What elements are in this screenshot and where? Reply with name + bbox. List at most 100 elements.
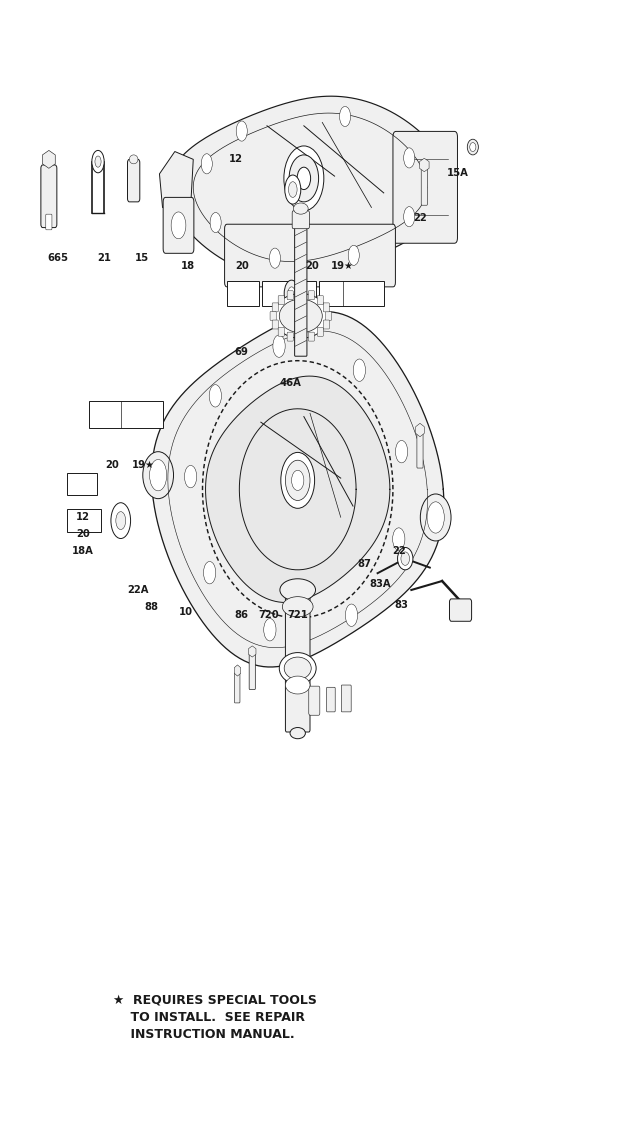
Circle shape bbox=[284, 280, 299, 307]
Text: 18A: 18A bbox=[72, 546, 94, 555]
Circle shape bbox=[392, 528, 405, 551]
Ellipse shape bbox=[470, 143, 476, 152]
FancyBboxPatch shape bbox=[278, 296, 285, 305]
FancyBboxPatch shape bbox=[317, 327, 324, 336]
FancyBboxPatch shape bbox=[294, 225, 307, 356]
FancyBboxPatch shape bbox=[272, 320, 278, 329]
Ellipse shape bbox=[401, 552, 410, 565]
Text: 19★: 19★ bbox=[131, 460, 154, 470]
FancyBboxPatch shape bbox=[298, 334, 304, 343]
Circle shape bbox=[149, 460, 167, 491]
Ellipse shape bbox=[285, 460, 310, 500]
Ellipse shape bbox=[397, 547, 413, 570]
Ellipse shape bbox=[284, 146, 324, 211]
Text: 88: 88 bbox=[144, 601, 159, 611]
Ellipse shape bbox=[273, 293, 329, 338]
FancyBboxPatch shape bbox=[270, 311, 276, 320]
FancyBboxPatch shape bbox=[323, 320, 329, 329]
Text: 19★: 19★ bbox=[331, 261, 354, 271]
Ellipse shape bbox=[289, 155, 319, 202]
Circle shape bbox=[396, 441, 408, 463]
FancyBboxPatch shape bbox=[327, 687, 335, 711]
Text: 22: 22 bbox=[414, 212, 427, 223]
FancyBboxPatch shape bbox=[89, 401, 162, 428]
Ellipse shape bbox=[280, 579, 316, 601]
Circle shape bbox=[92, 151, 104, 173]
Text: 12: 12 bbox=[229, 154, 243, 164]
FancyBboxPatch shape bbox=[128, 160, 140, 202]
Circle shape bbox=[427, 501, 445, 533]
Text: 22A: 22A bbox=[127, 584, 149, 595]
Ellipse shape bbox=[282, 597, 313, 617]
Polygon shape bbox=[206, 377, 390, 602]
Ellipse shape bbox=[293, 203, 308, 215]
Circle shape bbox=[116, 511, 126, 529]
Polygon shape bbox=[159, 152, 193, 216]
FancyBboxPatch shape bbox=[68, 472, 97, 495]
Circle shape bbox=[184, 465, 197, 488]
Polygon shape bbox=[151, 311, 444, 667]
FancyBboxPatch shape bbox=[262, 281, 316, 306]
Text: 20: 20 bbox=[236, 261, 249, 271]
FancyBboxPatch shape bbox=[323, 302, 329, 311]
Text: 20: 20 bbox=[76, 529, 89, 540]
FancyBboxPatch shape bbox=[287, 291, 293, 300]
FancyBboxPatch shape bbox=[421, 167, 427, 206]
Circle shape bbox=[288, 182, 297, 198]
Ellipse shape bbox=[279, 653, 316, 683]
Text: 10: 10 bbox=[179, 607, 193, 617]
Ellipse shape bbox=[420, 493, 451, 541]
FancyBboxPatch shape bbox=[287, 332, 293, 341]
FancyBboxPatch shape bbox=[298, 289, 304, 298]
Text: 720: 720 bbox=[258, 609, 278, 619]
Polygon shape bbox=[234, 665, 241, 676]
Text: 15A: 15A bbox=[446, 167, 468, 178]
Circle shape bbox=[209, 384, 221, 407]
Ellipse shape bbox=[290, 727, 306, 738]
Text: 83: 83 bbox=[394, 599, 408, 609]
Polygon shape bbox=[416, 424, 424, 437]
Circle shape bbox=[348, 245, 359, 265]
FancyBboxPatch shape bbox=[285, 582, 310, 732]
FancyBboxPatch shape bbox=[319, 281, 384, 306]
Polygon shape bbox=[43, 151, 55, 169]
Ellipse shape bbox=[279, 299, 322, 333]
FancyBboxPatch shape bbox=[326, 311, 332, 320]
Circle shape bbox=[210, 212, 221, 233]
Polygon shape bbox=[249, 646, 256, 658]
Text: 665: 665 bbox=[48, 253, 69, 263]
Text: 21: 21 bbox=[97, 253, 111, 263]
Circle shape bbox=[111, 502, 131, 538]
FancyBboxPatch shape bbox=[342, 685, 351, 711]
FancyBboxPatch shape bbox=[278, 327, 285, 336]
FancyBboxPatch shape bbox=[249, 654, 255, 689]
Ellipse shape bbox=[285, 676, 310, 694]
Ellipse shape bbox=[297, 167, 311, 190]
Circle shape bbox=[404, 207, 415, 227]
Text: 83A: 83A bbox=[370, 579, 391, 589]
Text: 20: 20 bbox=[305, 261, 319, 271]
FancyBboxPatch shape bbox=[309, 686, 320, 715]
FancyBboxPatch shape bbox=[417, 433, 423, 468]
FancyBboxPatch shape bbox=[308, 332, 314, 341]
Ellipse shape bbox=[291, 470, 304, 490]
Ellipse shape bbox=[130, 155, 138, 164]
Text: ★  REQUIRES SPECIAL TOOLS
    TO INSTALL.  SEE REPAIR
    INSTRUCTION MANUAL.: ★ REQUIRES SPECIAL TOOLS TO INSTALL. SEE… bbox=[113, 994, 317, 1041]
Text: 18: 18 bbox=[181, 261, 195, 271]
Circle shape bbox=[285, 175, 301, 205]
Circle shape bbox=[202, 154, 212, 174]
Polygon shape bbox=[420, 158, 429, 172]
Text: 12: 12 bbox=[76, 513, 90, 523]
Circle shape bbox=[171, 212, 186, 238]
Text: 15: 15 bbox=[135, 253, 149, 263]
FancyBboxPatch shape bbox=[68, 509, 101, 532]
FancyBboxPatch shape bbox=[393, 132, 458, 243]
Ellipse shape bbox=[281, 452, 314, 508]
Ellipse shape bbox=[467, 139, 479, 155]
FancyBboxPatch shape bbox=[308, 291, 314, 300]
FancyBboxPatch shape bbox=[224, 224, 396, 287]
FancyBboxPatch shape bbox=[41, 165, 57, 227]
FancyBboxPatch shape bbox=[317, 296, 324, 305]
Circle shape bbox=[273, 335, 285, 357]
Ellipse shape bbox=[143, 452, 174, 499]
